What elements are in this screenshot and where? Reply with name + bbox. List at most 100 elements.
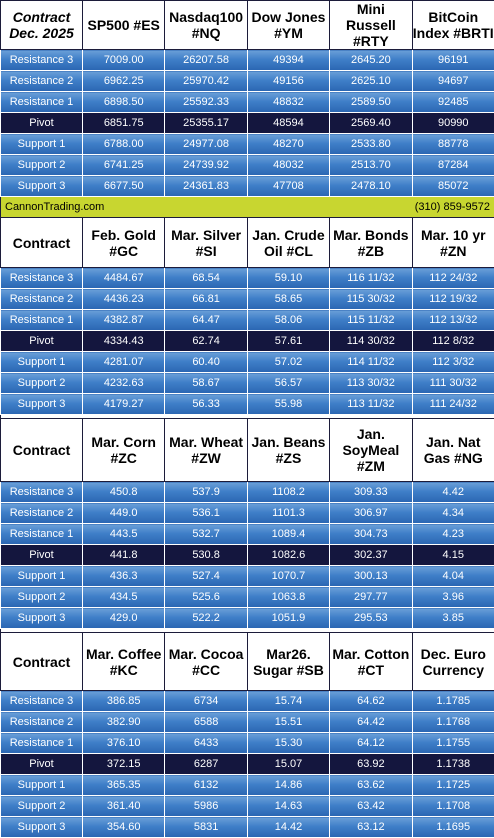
level-value: 5986 [165,796,247,817]
level-value: 6734 [165,691,247,712]
level-value: 6851.75 [83,113,165,134]
level-value: 4436.23 [83,289,165,310]
level-value: 112 8/32 [412,331,494,352]
level-value: 48832 [247,92,329,113]
level-value: 300.13 [330,566,412,587]
level-value: 64.62 [330,691,412,712]
level-label: Support 2 [1,796,83,817]
level-value: 4179.27 [83,394,165,415]
level-value: 2569.40 [330,113,412,134]
level-value: 361.40 [83,796,165,817]
level-value: 2645.20 [330,50,412,71]
level-value: 63.62 [330,775,412,796]
level-value: 2589.50 [330,92,412,113]
level-value: 64.12 [330,733,412,754]
level-value: 1051.9 [247,608,329,629]
level-label: Resistance 1 [1,310,83,331]
level-value: 49156 [247,71,329,92]
level-value: 522.2 [165,608,247,629]
level-value: 111 30/32 [412,373,494,394]
level-value: 4.23 [412,524,494,545]
contact-banner: CannonTrading.com(310) 859-9572 [1,197,494,218]
level-value: 3.96 [412,587,494,608]
level-value: 537.9 [165,482,247,503]
level-value: 6741.25 [83,155,165,176]
level-value: 530.8 [165,545,247,566]
level-label: Resistance 1 [1,733,83,754]
instrument-header: Mar. Bonds #ZB [330,218,412,268]
level-value: 1.1725 [412,775,494,796]
level-value: 85072 [412,176,494,197]
level-value: 6788.00 [83,134,165,155]
instrument-header: Mar. Coffee #KC [83,633,165,691]
level-value: 112 3/32 [412,352,494,373]
level-label: Support 1 [1,352,83,373]
level-value: 111 24/32 [412,394,494,415]
level-label: Support 1 [1,775,83,796]
level-value: 4.34 [412,503,494,524]
level-value: 94697 [412,71,494,92]
level-value: 1.1755 [412,733,494,754]
level-value: 6132 [165,775,247,796]
level-label: Support 2 [1,373,83,394]
level-label: Pivot [1,113,83,134]
level-value: 429.0 [83,608,165,629]
level-value: 3.85 [412,608,494,629]
level-value: 306.97 [330,503,412,524]
level-label: Resistance 3 [1,691,83,712]
instrument-header: Mar. Wheat #ZW [165,419,247,482]
website-link[interactable]: CannonTrading.com [5,201,104,213]
level-value: 434.5 [83,587,165,608]
level-value: 302.37 [330,545,412,566]
level-label: Pivot [1,545,83,566]
level-value: 536.1 [165,503,247,524]
level-value: 5831 [165,817,247,838]
level-value: 297.77 [330,587,412,608]
level-value: 25592.33 [165,92,247,113]
contract-header: Contract [1,633,83,691]
level-value: 58.06 [247,310,329,331]
level-value: 14.86 [247,775,329,796]
level-value: 2513.70 [330,155,412,176]
level-label: Support 3 [1,394,83,415]
level-label: Resistance 3 [1,268,83,289]
level-value: 4334.43 [83,331,165,352]
level-value: 66.81 [165,289,247,310]
level-value: 1.1768 [412,712,494,733]
level-value: 15.74 [247,691,329,712]
level-value: 58.67 [165,373,247,394]
level-value: 1070.7 [247,566,329,587]
instrument-header: Mar. 10 yr #ZN [412,218,494,268]
level-value: 304.73 [330,524,412,545]
level-value: 24977.08 [165,134,247,155]
level-value: 365.35 [83,775,165,796]
level-value: 6898.50 [83,92,165,113]
instrument-header: Jan. Nat Gas #NG [412,419,494,482]
level-value: 90990 [412,113,494,134]
level-label: Support 2 [1,587,83,608]
level-value: 382.90 [83,712,165,733]
level-value: 4382.87 [83,310,165,331]
level-value: 1.1695 [412,817,494,838]
level-value: 63.92 [330,754,412,775]
level-value: 115 30/32 [330,289,412,310]
level-value: 449.0 [83,503,165,524]
instrument-header: Jan. Beans #ZS [247,419,329,482]
level-value: 47708 [247,176,329,197]
level-value: 57.61 [247,331,329,352]
